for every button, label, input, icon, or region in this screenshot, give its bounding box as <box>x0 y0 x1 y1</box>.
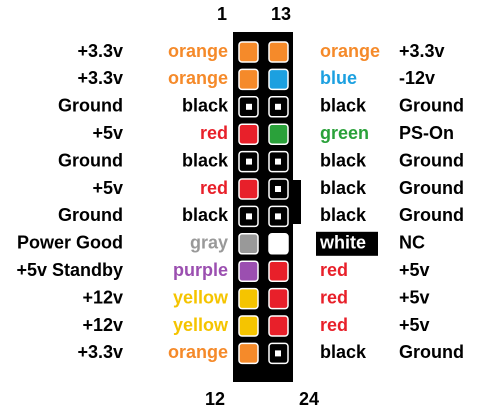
right-wire-color: black <box>320 178 367 198</box>
pin-number: 13 <box>271 4 291 24</box>
right-signal: +3.3v <box>399 41 445 61</box>
left-wire-color: black <box>182 205 229 225</box>
right-wire-color: white <box>319 233 366 253</box>
pin-socket <box>246 103 252 110</box>
right-signal: PS-On <box>399 123 454 143</box>
pin-socket <box>246 213 252 220</box>
pin <box>238 123 259 145</box>
right-wire-color: black <box>320 150 367 170</box>
right-signal: Ground <box>399 150 464 170</box>
right-signal: +5v <box>399 260 430 280</box>
right-wire-color: green <box>320 123 369 143</box>
left-wire-color: orange <box>168 41 228 61</box>
pin-number: 24 <box>299 389 319 409</box>
left-wire-color: orange <box>168 342 228 362</box>
right-wire-color: blue <box>320 68 357 88</box>
pin <box>268 315 289 337</box>
pin <box>268 123 289 145</box>
right-wire-color: red <box>320 315 348 335</box>
left-wire-color: black <box>182 96 229 116</box>
left-signal: Power Good <box>17 233 123 253</box>
left-wire-color: yellow <box>173 315 229 335</box>
right-wire-color: black <box>320 342 367 362</box>
right-wire-color: red <box>320 260 348 280</box>
pin <box>268 260 289 282</box>
pin-socket <box>246 158 252 165</box>
right-wire-color: red <box>320 287 348 307</box>
pin <box>238 233 259 255</box>
pin <box>238 315 259 337</box>
right-signal: NC <box>399 233 425 253</box>
right-wire-color: black <box>320 96 367 116</box>
right-wire-color: orange <box>320 41 380 61</box>
pin <box>238 287 259 310</box>
pin-socket <box>275 213 281 220</box>
pin-socket <box>275 158 281 165</box>
left-signal: +5v <box>92 123 123 143</box>
left-signal: +12v <box>82 287 123 307</box>
left-signal: Ground <box>58 150 123 170</box>
left-wire-color: red <box>200 178 228 198</box>
left-signal: +5v <box>92 178 123 198</box>
pin-socket <box>275 103 281 110</box>
pin-number: 1 <box>217 4 227 24</box>
left-signal: Ground <box>58 205 123 225</box>
pin <box>238 68 259 91</box>
pin <box>268 41 289 63</box>
left-wire-color: purple <box>173 260 228 280</box>
right-signal: Ground <box>399 342 464 362</box>
left-signal: +12v <box>82 315 123 335</box>
pin-number: 12 <box>205 389 225 409</box>
pin <box>238 260 259 282</box>
left-wire-color: orange <box>168 68 228 88</box>
pin <box>268 68 289 91</box>
label-background <box>316 231 378 256</box>
pin <box>238 178 259 200</box>
right-signal: -12v <box>399 68 435 88</box>
right-signal: Ground <box>399 178 464 198</box>
connector-latch <box>293 180 301 224</box>
left-wire-color: red <box>200 123 228 143</box>
right-signal: Ground <box>399 96 464 116</box>
pin <box>238 342 259 365</box>
pin-socket <box>275 350 281 357</box>
pin <box>268 287 289 310</box>
left-signal: Ground <box>58 96 123 116</box>
left-signal: +3.3v <box>77 68 123 88</box>
left-signal: +5v Standby <box>16 260 123 280</box>
pin <box>238 41 259 63</box>
right-wire-color: black <box>320 205 367 225</box>
left-wire-color: gray <box>190 233 228 253</box>
right-signal: Ground <box>399 205 464 225</box>
left-wire-color: yellow <box>173 287 229 307</box>
left-wire-color: black <box>182 150 229 170</box>
right-signal: +5v <box>399 315 430 335</box>
left-signal: +3.3v <box>77 342 123 362</box>
pin-socket <box>275 186 281 192</box>
pin <box>268 233 289 255</box>
left-signal: +3.3v <box>77 41 123 61</box>
right-signal: +5v <box>399 287 430 307</box>
